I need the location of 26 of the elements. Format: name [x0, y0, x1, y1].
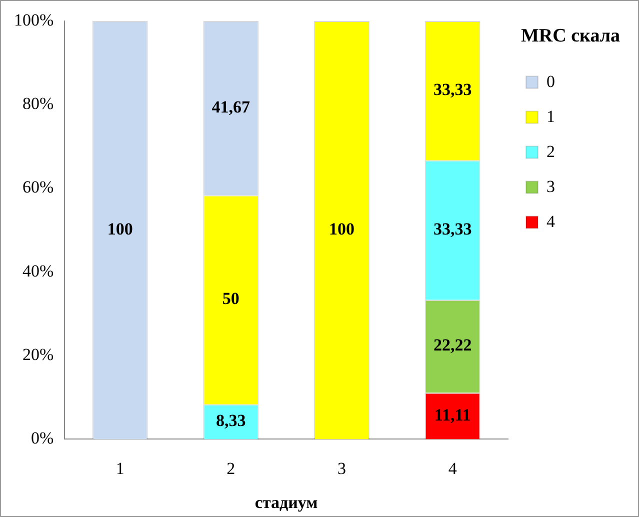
data-label: 33,33 — [433, 80, 472, 100]
x-tick-label: 1 — [116, 458, 124, 478]
data-label: 41,67 — [212, 98, 251, 117]
x-tick-label: 2 — [226, 458, 236, 478]
legend-label: 4 — [546, 212, 556, 231]
x-axis-title: стадиум — [254, 493, 318, 512]
y-tick-label: 20% — [22, 345, 54, 364]
legend-label: 1 — [546, 106, 555, 126]
y-tick-label: 60% — [22, 178, 54, 197]
data-label: 50 — [222, 289, 240, 308]
legend-label: 0 — [546, 72, 555, 91]
y-tick-label: 0% — [30, 428, 54, 448]
data-label: 22,22 — [433, 336, 472, 355]
y-tick-label: 100% — [14, 10, 54, 30]
y-tick-label: 80% — [22, 94, 54, 114]
data-label: 100 — [107, 219, 133, 238]
data-label: 8,33 — [216, 411, 246, 430]
x-tick-label: 4 — [448, 458, 458, 478]
legend-label: 2 — [546, 142, 555, 161]
data-label: 33,33 — [433, 220, 472, 239]
legend-label: 3 — [546, 176, 555, 196]
x-tick-label: 3 — [338, 458, 346, 478]
data-label: 100 — [329, 219, 354, 238]
legend-title: MRC скала — [520, 25, 621, 46]
data-label: 11,11 — [434, 405, 471, 424]
y-tick-label: 40% — [22, 261, 54, 280]
